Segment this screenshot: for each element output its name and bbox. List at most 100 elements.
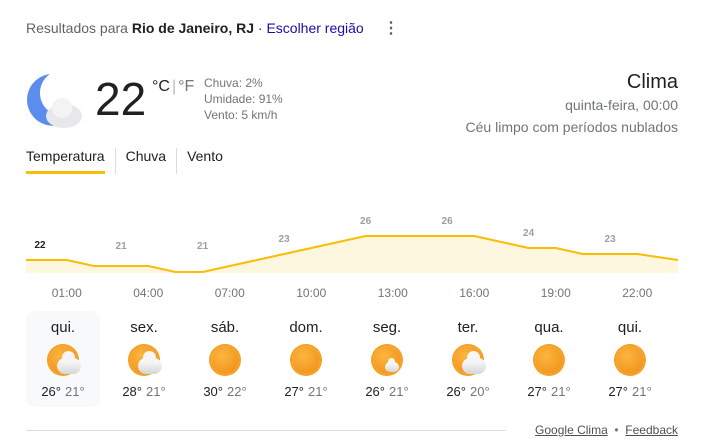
- tab-chuva[interactable]: Chuva: [114, 148, 176, 174]
- day-forecast-6[interactable]: qua. 27° 21°: [512, 311, 586, 407]
- mostly-sunny-icon: [369, 342, 405, 378]
- day-forecast-5[interactable]: ter. 26° 20°: [431, 311, 505, 407]
- value-label: 21: [197, 241, 209, 252]
- time-label: 13:00: [378, 286, 408, 300]
- tab-vento[interactable]: Vento: [176, 148, 233, 174]
- day-forecast-0[interactable]: qui. 26° 21°: [26, 311, 100, 407]
- weather-details: Chuva: 2% Umidade: 91% Vento: 5 km/h: [204, 75, 283, 123]
- night-partly-cloudy-icon: [27, 74, 82, 128]
- day-temps: 27° 21°: [269, 384, 343, 399]
- time-label: 04:00: [133, 286, 163, 300]
- day-temps: 27° 21°: [593, 384, 667, 399]
- low-temp: 21°: [65, 384, 85, 399]
- low-temp: 21°: [146, 384, 166, 399]
- low-temp: 21°: [632, 384, 652, 399]
- day-name: sex.: [130, 319, 158, 336]
- day-forecast-1[interactable]: sex. 28° 21°: [107, 311, 181, 407]
- day-name: ter.: [457, 319, 479, 336]
- day-temps: 26° 20°: [431, 384, 505, 399]
- value-label: 21: [116, 241, 128, 252]
- weather-condition: Céu limpo com períodos nublados: [465, 119, 678, 135]
- day-name: qui.: [50, 319, 76, 336]
- partly-cloudy-icon: [126, 342, 162, 378]
- value-label: 22: [34, 240, 46, 251]
- current-temperature: 22: [95, 73, 147, 125]
- weather-title: Clima: [626, 71, 678, 93]
- location-name: Rio de Janeiro, RJ: [131, 20, 254, 36]
- cloud-shape: [138, 351, 162, 374]
- high-temp: 27°: [284, 384, 304, 399]
- weather-time: quinta-feira, 00:00: [565, 97, 678, 113]
- day-temps: 26° 21°: [350, 384, 424, 399]
- rain-chance: Chuva: 2%: [204, 76, 263, 90]
- partly-cloudy-icon: [45, 342, 81, 378]
- weather-summary: Clima quinta-feira, 00:00 Céu limpo com …: [466, 70, 678, 138]
- day-temps: 28° 21°: [107, 384, 181, 399]
- results-header: Resultados para Rio de Janeiro, RJ · Esc…: [26, 20, 364, 36]
- time-label: 10:00: [296, 286, 326, 300]
- day-forecast-7[interactable]: qui. 27° 21°: [593, 311, 667, 407]
- value-label: 23: [605, 234, 617, 245]
- cloud-shape: [57, 351, 81, 374]
- humidity: Umidade: 91%: [204, 92, 283, 106]
- high-temp: 26°: [41, 384, 61, 399]
- time-label: 16:00: [459, 286, 489, 300]
- day-temps: 27° 21°: [512, 384, 586, 399]
- sunny-icon: [612, 342, 648, 378]
- low-temp: 21°: [389, 384, 409, 399]
- day-forecast-4[interactable]: seg. 26° 21°: [350, 311, 424, 407]
- footer-dot: •: [614, 423, 619, 437]
- cloud-shape: [462, 351, 486, 374]
- results-prefix: Resultados para: [26, 20, 128, 36]
- high-temp: 27°: [527, 384, 547, 399]
- time-label: 19:00: [541, 286, 571, 300]
- footer: Google Clima • Feedback: [535, 423, 678, 437]
- day-forecast-2[interactable]: sáb. 30° 22°: [188, 311, 262, 407]
- time-label: 01:00: [52, 286, 82, 300]
- value-label: 23: [279, 234, 291, 245]
- day-forecast-3[interactable]: dom. 27° 21°: [269, 311, 343, 407]
- sun-shape: [292, 346, 320, 374]
- temperature-line: [26, 235, 678, 273]
- high-temp: 26°: [365, 384, 385, 399]
- time-label: 07:00: [215, 286, 245, 300]
- celsius-button[interactable]: °C: [152, 78, 170, 95]
- choose-region-link[interactable]: · Escolher região: [257, 20, 364, 36]
- partly-cloudy-icon: [450, 342, 486, 378]
- google-clima-link[interactable]: Google Clima: [535, 423, 608, 437]
- sunny-icon: [207, 342, 243, 378]
- low-temp: 20°: [470, 384, 490, 399]
- unit-toggle: °C | °F: [152, 78, 194, 96]
- high-temp: 26°: [446, 384, 466, 399]
- feedback-link[interactable]: Feedback: [625, 423, 678, 437]
- wind-speed: Vento: 5 km/h: [204, 108, 278, 122]
- high-temp: 27°: [608, 384, 628, 399]
- day-name: qui.: [617, 319, 643, 336]
- low-temp: 22°: [227, 384, 247, 399]
- high-temp: 28°: [122, 384, 142, 399]
- low-temp: 21°: [308, 384, 328, 399]
- day-name: seg.: [372, 319, 402, 336]
- day-temps: 26° 21°: [26, 384, 100, 399]
- tab-temperatura[interactable]: Temperatura: [26, 148, 115, 174]
- day-name: dom.: [289, 319, 323, 336]
- cloud-shape: [385, 358, 399, 372]
- day-temps: 30° 22°: [188, 384, 262, 399]
- footer-divider: [26, 430, 506, 431]
- day-name: qua.: [534, 319, 564, 336]
- time-label: 22:00: [622, 286, 652, 300]
- value-label: 26: [442, 216, 454, 227]
- sun-shape: [211, 346, 239, 374]
- value-label: 24: [523, 228, 535, 239]
- temperature-chart: 22 21 21 23 26 26 24 23 01:00 04:00 07:00 10:00 13:0…: [26, 216, 678, 300]
- low-temp: 21°: [551, 384, 571, 399]
- unit-separator: |: [171, 78, 177, 95]
- fahrenheit-button[interactable]: °F: [178, 78, 195, 95]
- high-temp: 30°: [203, 384, 223, 399]
- chart-tabs: Temperatura Chuva Vento: [26, 148, 233, 174]
- sun-shape: [535, 346, 563, 374]
- sun-shape: [616, 346, 644, 374]
- value-label: 26: [360, 216, 372, 227]
- more-vert-icon[interactable]: ⋮: [383, 20, 399, 37]
- sunny-icon: [288, 342, 324, 378]
